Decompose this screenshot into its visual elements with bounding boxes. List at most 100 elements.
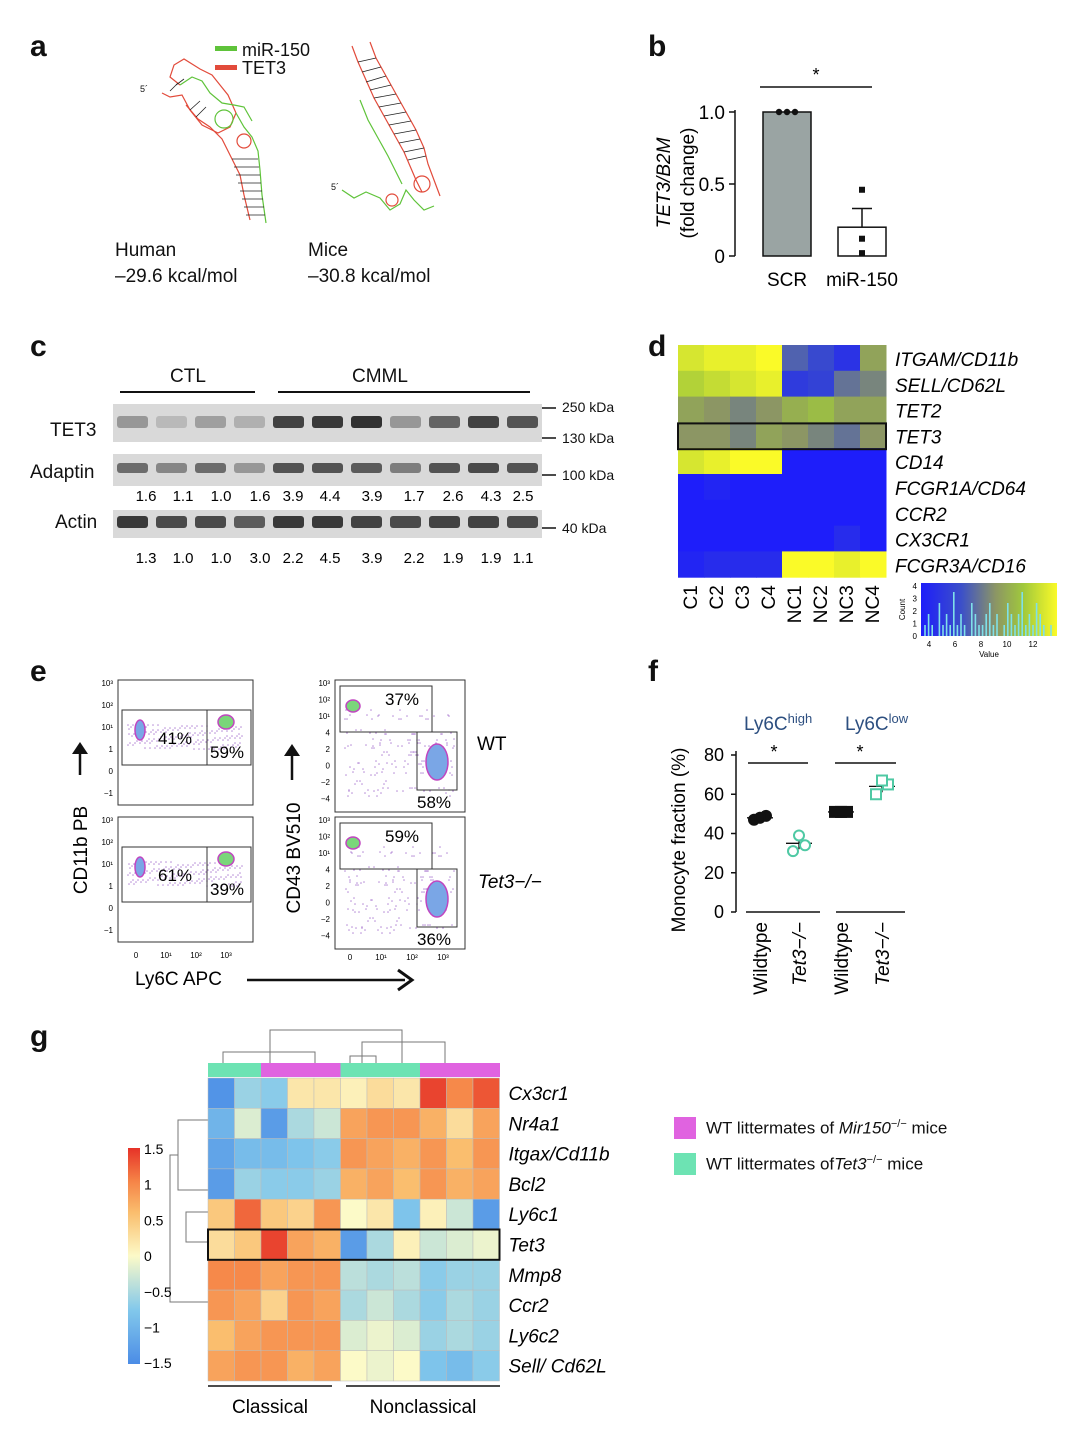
x-axis-label-ly6c: Ly6C APC <box>135 969 222 990</box>
data-point <box>859 235 865 242</box>
group-label-classical: Classical <box>232 1397 308 1418</box>
legend-swatch-mir150 <box>215 46 237 51</box>
event-dot <box>346 924 348 926</box>
event-dot <box>350 851 352 853</box>
protein-band <box>312 516 343 528</box>
event-dot <box>349 881 351 883</box>
event-dot <box>377 789 379 791</box>
y-tick-label: 1 <box>109 882 114 891</box>
event-dot <box>349 766 351 768</box>
data-point <box>787 845 799 858</box>
event-dot <box>426 709 428 711</box>
event-dot <box>173 868 175 870</box>
event-dot <box>153 868 155 870</box>
event-dot <box>176 745 178 747</box>
actin-quant: 1.3 <box>136 550 157 567</box>
event-dot <box>376 772 378 774</box>
event-dot <box>236 885 238 887</box>
heatmap-cell <box>366 1198 394 1230</box>
heatmap-cell <box>419 1198 447 1230</box>
flow-plot-frame <box>117 816 254 943</box>
legend-label-mir150: miR-150 <box>242 40 311 60</box>
event-dot <box>173 738 175 740</box>
adaptin-quant: 4.4 <box>320 488 341 505</box>
event-dot <box>193 748 195 750</box>
event-dot <box>213 878 215 880</box>
gate-percent: 39% <box>210 880 244 899</box>
heatmap-cell <box>260 1168 288 1200</box>
group-label-ctl: CTL <box>170 366 206 387</box>
event-dot <box>352 932 354 934</box>
heatmap-cell <box>808 448 835 475</box>
event-dot <box>395 924 397 926</box>
event-dot <box>427 718 429 720</box>
event-dot <box>162 729 164 731</box>
human-hairpin-structure <box>161 58 267 224</box>
data-point <box>791 108 799 116</box>
event-dot <box>453 738 455 740</box>
event-dot <box>405 772 407 774</box>
event-dot <box>158 868 160 870</box>
event-dot <box>358 762 360 764</box>
event-dot <box>178 873 180 875</box>
event-dot <box>368 866 370 868</box>
event-dot <box>127 724 129 726</box>
event-dot <box>196 725 198 727</box>
protein-band <box>117 416 148 428</box>
actin-quant: 4.5 <box>320 550 341 567</box>
legend-prefix: WT littermates of <box>706 1154 835 1174</box>
event-dot <box>446 744 448 746</box>
event-dot <box>185 736 187 738</box>
event-dot <box>405 852 407 854</box>
human-label: Human <box>115 240 177 261</box>
y-tick-label: 10² <box>101 701 113 710</box>
significance-star: * <box>856 742 863 762</box>
column-label: C1 <box>681 585 702 609</box>
heatmap-cell <box>860 551 887 578</box>
event-dot <box>164 877 166 879</box>
event-dot <box>423 891 425 893</box>
protein-band <box>351 516 382 528</box>
actin-quant: 1.1 <box>513 550 534 567</box>
axis-arrowhead <box>284 744 300 756</box>
heatmap-cell <box>472 1350 500 1382</box>
actin-quant: 3.9 <box>362 550 383 567</box>
event-dot <box>390 926 392 928</box>
population-blob <box>425 880 449 918</box>
event-dot <box>208 878 210 880</box>
column-group-bar <box>367 1063 394 1077</box>
protein-band <box>351 416 382 428</box>
key-y-tick: 3 <box>913 595 918 604</box>
event-dot <box>167 729 169 731</box>
heatmap-cell <box>472 1320 500 1351</box>
event-dot <box>201 725 203 727</box>
adaptin-quant: 1.0 <box>211 488 232 505</box>
y-tick-label: 0 <box>326 762 331 771</box>
event-dot <box>452 747 454 749</box>
x-tick-label: 10² <box>406 953 418 962</box>
event-dot <box>374 774 376 776</box>
event-dot <box>130 881 132 883</box>
event-dot <box>163 738 165 740</box>
event-dot <box>171 875 173 877</box>
gene-label: Cx3cr1 <box>509 1084 569 1105</box>
event-dot <box>345 888 347 890</box>
heatmap-cell <box>393 1289 421 1321</box>
event-dot <box>449 772 451 774</box>
event-dot <box>166 870 168 872</box>
event-dot <box>395 766 397 768</box>
event-dot <box>131 735 133 737</box>
event-dot <box>410 754 412 756</box>
event-dot <box>385 882 387 884</box>
event-dot <box>146 870 148 872</box>
event-dot <box>388 869 390 871</box>
event-dot <box>216 730 218 732</box>
event-dot <box>376 795 378 797</box>
key-y-tick: 1 <box>913 620 918 629</box>
event-dot <box>151 740 153 742</box>
event-dot <box>201 880 203 882</box>
heatmap-cell <box>419 1289 447 1321</box>
heatmap-cell <box>366 1138 394 1170</box>
event-dot <box>154 877 156 879</box>
event-dot <box>164 747 166 749</box>
